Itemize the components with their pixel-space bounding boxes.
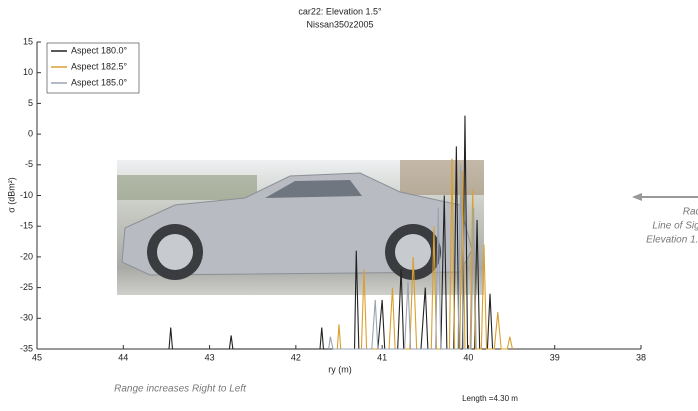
series-line (328, 164, 477, 350)
x-tick-label: 44 (118, 352, 128, 362)
annotation: Elevation 1.5° (646, 235, 698, 246)
chart-subtitle: Nissan350z2005 (306, 19, 373, 29)
y-tick-label: 15 (23, 36, 33, 46)
legend-label: Aspect 180.0° (71, 45, 128, 55)
x-tick-label: 39 (550, 352, 560, 362)
x-tick-label: 42 (291, 352, 301, 362)
x-tick-label: 41 (377, 352, 387, 362)
y-tick-label: -15 (20, 221, 33, 231)
y-tick-label: -35 (20, 343, 33, 353)
y-tick-label: -30 (20, 313, 33, 323)
y-tick-label: 5 (28, 98, 33, 108)
annotation: Range increases Right to Left (114, 384, 247, 395)
x-tick-label: 38 (636, 352, 646, 362)
y-tick-label: 10 (23, 67, 33, 77)
series-line (336, 158, 513, 350)
y-tick-label: -5 (25, 159, 33, 169)
y-tick-label: 0 (28, 128, 33, 138)
annotation: Length =4.30 m (462, 394, 518, 403)
chart-title: car22: Elevation 1.5° (298, 6, 382, 16)
x-tick-label: 43 (205, 352, 215, 362)
y-tick-label: -10 (20, 190, 33, 200)
x-tick-label: 45 (32, 352, 42, 362)
annotation: Line of Sight (652, 221, 698, 232)
x-axis-label: ry (m) (328, 364, 352, 374)
legend: Aspect 180.0° Aspect 182.5° Aspect 185.0° (46, 42, 140, 94)
annotation: Radar (683, 207, 698, 218)
legend-label: Aspect 182.5° (71, 61, 128, 71)
y-tick-label: -25 (20, 282, 33, 292)
y-axis-label: σ (dBm²) (6, 177, 16, 213)
x-tick-label: 40 (463, 352, 473, 362)
radar-arrow (632, 193, 698, 201)
legend-label: Aspect 185.0° (71, 77, 128, 87)
car-photo (117, 160, 484, 295)
y-tick-label: -20 (20, 251, 33, 261)
